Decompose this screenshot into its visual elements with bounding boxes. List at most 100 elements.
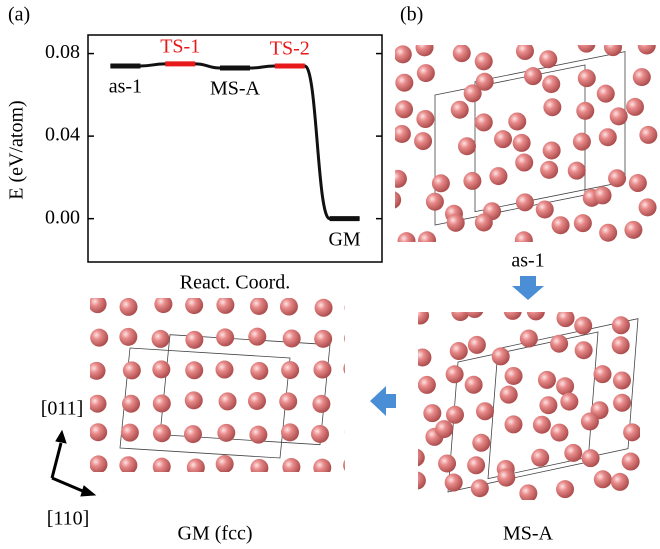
atom xyxy=(578,69,596,87)
atom xyxy=(505,367,523,385)
atom xyxy=(599,224,617,242)
atom xyxy=(395,100,413,118)
atom xyxy=(447,214,465,232)
atom xyxy=(476,402,494,420)
atom xyxy=(594,186,612,204)
y-tick-label: 0.04 xyxy=(45,124,80,146)
atom xyxy=(497,469,515,487)
atom xyxy=(604,38,622,56)
atom xyxy=(612,316,630,334)
atom xyxy=(407,449,425,467)
atom xyxy=(573,133,591,151)
atom xyxy=(543,141,561,159)
atom xyxy=(216,296,234,314)
arrow-left xyxy=(370,386,396,416)
atom xyxy=(315,299,333,317)
atom xyxy=(416,110,434,128)
atom xyxy=(538,371,556,389)
panel-label: (a) xyxy=(8,4,30,26)
atom xyxy=(513,134,531,152)
atom xyxy=(552,216,570,234)
atom xyxy=(465,376,483,394)
atom xyxy=(531,449,549,467)
atom xyxy=(633,68,651,86)
atom xyxy=(187,458,205,476)
atom xyxy=(438,454,456,472)
atom xyxy=(89,455,107,473)
atom xyxy=(215,361,233,379)
direction-label: [011] xyxy=(41,398,84,420)
atom xyxy=(556,377,574,395)
atom xyxy=(463,172,481,190)
atom xyxy=(89,423,107,441)
atom xyxy=(418,376,436,394)
atom xyxy=(494,130,512,148)
atom xyxy=(395,74,413,92)
atom xyxy=(411,307,429,325)
atom xyxy=(122,395,140,413)
atom xyxy=(608,169,626,187)
x-axis-label: React. Coord. xyxy=(180,272,291,294)
structure-caption: MS-A xyxy=(503,523,554,545)
atom xyxy=(154,295,172,313)
atom xyxy=(418,231,436,249)
atom xyxy=(593,365,611,383)
atom xyxy=(475,113,493,131)
atom xyxy=(313,361,331,379)
atom xyxy=(185,331,203,349)
atom xyxy=(515,154,533,172)
atom xyxy=(581,412,599,430)
atom xyxy=(556,480,574,498)
structure-caption: as-1 xyxy=(511,250,544,272)
atom xyxy=(343,456,361,474)
atom xyxy=(639,126,657,144)
atom xyxy=(599,128,617,146)
atom xyxy=(536,200,554,218)
atom xyxy=(123,361,141,379)
atom xyxy=(311,425,329,443)
atom xyxy=(527,302,545,320)
atom xyxy=(346,393,364,411)
structure-images xyxy=(88,35,658,503)
atom xyxy=(594,470,612,488)
atom xyxy=(533,416,551,434)
atom xyxy=(446,406,464,424)
atom xyxy=(120,298,138,316)
atom xyxy=(622,453,640,471)
panel-label: (b) xyxy=(400,4,423,26)
atom xyxy=(516,42,534,60)
atom xyxy=(119,456,137,474)
atom xyxy=(432,174,450,192)
atom xyxy=(445,474,463,492)
atom xyxy=(408,472,426,490)
atom xyxy=(543,98,561,116)
atom xyxy=(398,232,416,250)
arrow-down xyxy=(512,276,544,300)
atom xyxy=(88,362,106,380)
atom xyxy=(475,213,493,231)
atom xyxy=(89,295,107,313)
atom xyxy=(185,296,203,314)
atom xyxy=(344,329,362,347)
atom xyxy=(281,423,299,441)
atom xyxy=(610,107,628,125)
atom xyxy=(250,362,268,380)
atom xyxy=(280,298,298,316)
atom xyxy=(576,102,594,120)
atom xyxy=(582,449,600,467)
atom xyxy=(313,459,331,477)
state-label: GM xyxy=(328,228,360,250)
state-label: TS-2 xyxy=(270,38,310,60)
atom xyxy=(216,328,234,346)
atom xyxy=(519,484,537,502)
atom xyxy=(626,98,644,116)
atom xyxy=(393,125,411,143)
atom xyxy=(613,371,631,389)
atom xyxy=(185,391,203,409)
atom xyxy=(90,329,108,347)
atom xyxy=(476,73,494,91)
atom xyxy=(446,365,464,383)
y-tick-label: 0.08 xyxy=(45,41,80,63)
atom xyxy=(574,214,592,232)
atom xyxy=(413,348,431,366)
